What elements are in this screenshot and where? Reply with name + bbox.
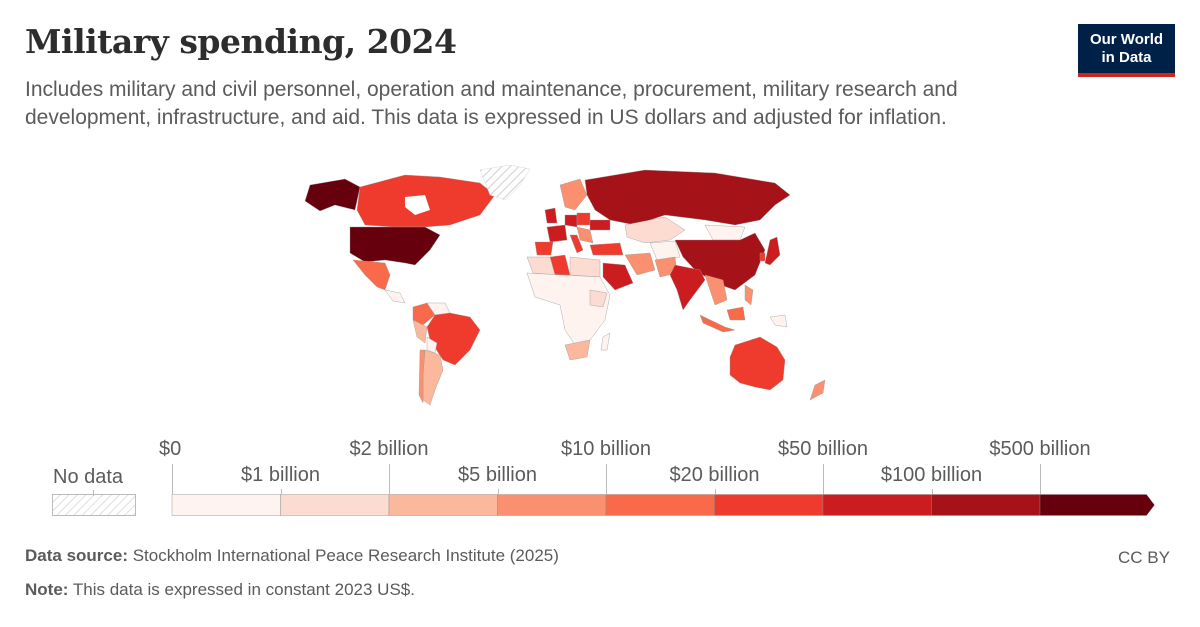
region-ethiopia[interactable]	[589, 289, 608, 308]
region-new-zealand[interactable]	[809, 379, 826, 401]
data-source: Data source: Stockholm International Pea…	[25, 546, 559, 566]
chart-title: Military spending, 2024	[25, 22, 457, 61]
chart-subtitle: Includes military and civil personnel, o…	[25, 78, 958, 129]
note: Note: This data is expressed in constant…	[25, 580, 415, 600]
legend-bin-6[interactable]	[822, 494, 932, 516]
legend-bin-0[interactable]	[171, 494, 281, 516]
tick-mark	[497, 489, 499, 494]
owid-logo[interactable]: Our World in Data	[1078, 24, 1175, 77]
tick-label-upper: $50 billion	[777, 438, 869, 460]
color-bar	[171, 494, 1155, 516]
region-germany[interactable]	[564, 214, 578, 228]
tick-label-upper: $500 billion	[989, 438, 1091, 460]
region-mexico[interactable]	[352, 259, 391, 291]
tick-mark	[931, 489, 933, 494]
legend-bin-5[interactable]	[714, 494, 824, 516]
region-scandinavia[interactable]	[559, 178, 588, 211]
tick-label-lower: $5 billion	[458, 464, 537, 486]
region-brazil[interactable]	[426, 312, 481, 366]
legend-bin-8[interactable]	[1039, 494, 1155, 516]
region-south-korea[interactable]	[759, 252, 766, 262]
no-data-tick	[93, 490, 94, 496]
region-central-america[interactable]	[384, 289, 406, 304]
region-alaska[interactable]	[304, 178, 361, 212]
region-indonesia[interactable]	[699, 314, 736, 333]
region-united-kingdom[interactable]	[544, 207, 558, 224]
region-bolivia[interactable]	[426, 336, 438, 354]
tick-mark	[606, 464, 607, 494]
logo-line-2: in Data	[1101, 49, 1152, 66]
region-papua-new-guinea[interactable]	[769, 314, 788, 328]
region-south-africa[interactable]	[564, 339, 591, 361]
no-data-label: No data	[53, 466, 124, 488]
tick-label-lower: $100 billion	[880, 464, 983, 486]
region-australia[interactable]	[729, 336, 786, 391]
no-data-swatch	[52, 494, 136, 516]
region-borneo[interactable]	[726, 306, 746, 321]
note-text: This data is expressed in constant 2023 …	[72, 580, 415, 599]
region-saudi-arabia[interactable]	[602, 262, 634, 291]
region-colombia[interactable]	[412, 302, 436, 326]
region-china[interactable]	[674, 232, 766, 291]
region-france[interactable]	[546, 224, 568, 243]
region-india[interactable]	[669, 264, 706, 311]
tick-mark	[172, 464, 173, 494]
region-turkey[interactable]	[589, 242, 624, 256]
legend-bin-2[interactable]	[388, 494, 498, 516]
tick-mark	[389, 464, 390, 494]
region-spain[interactable]	[534, 241, 554, 256]
legend-bin-4[interactable]	[605, 494, 715, 516]
tick-mark	[714, 489, 716, 494]
tick-label-lower: $20 billion	[669, 464, 760, 486]
region-argentina[interactable]	[422, 349, 444, 406]
data-source-text[interactable]: Stockholm International Peace Research I…	[132, 546, 559, 565]
region-iran[interactable]	[624, 252, 656, 276]
tick-label-lower: $1 billion	[241, 464, 320, 486]
color-legend: No data	[0, 430, 1200, 525]
data-source-label: Data source:	[25, 546, 128, 565]
tick-label-upper: $0	[159, 438, 182, 460]
region-chile[interactable]	[418, 349, 426, 404]
tick-label-upper: $2 billion	[349, 438, 429, 460]
legend-bin-3[interactable]	[497, 494, 607, 516]
region-southeast-asia[interactable]	[704, 274, 728, 306]
world-map[interactable]	[265, 165, 895, 430]
region-italy[interactable]	[569, 234, 584, 254]
region-greenland[interactable]	[479, 165, 531, 201]
license-link[interactable]: CC BY	[1118, 548, 1170, 567]
region-mongolia[interactable]	[704, 224, 746, 241]
region-japan[interactable]	[764, 236, 781, 266]
region-sub-saharan-africa[interactable]	[526, 272, 611, 346]
tick-mark	[823, 464, 824, 494]
region-egypt-libya[interactable]	[569, 256, 601, 278]
note-label: Note:	[25, 580, 69, 599]
logo-line-1: Our World	[1089, 31, 1164, 48]
legend-bin-7[interactable]	[931, 494, 1041, 516]
region-kazakhstan[interactable]	[624, 216, 686, 244]
region-peru[interactable]	[412, 319, 428, 344]
region-poland[interactable]	[576, 212, 591, 226]
region-ukraine[interactable]	[589, 219, 611, 231]
region-philippines[interactable]	[744, 284, 754, 306]
tick-mark	[280, 489, 282, 494]
legend-bin-1[interactable]	[280, 494, 390, 516]
region-north-africa[interactable]	[526, 256, 556, 276]
region-russia[interactable]	[584, 169, 791, 226]
region-madagascar[interactable]	[600, 332, 611, 351]
region-united-states[interactable]	[349, 226, 441, 266]
region-eastern-europe[interactable]	[576, 226, 594, 244]
region-central-asia[interactable]	[649, 240, 681, 261]
tick-label-upper: $10 billion	[560, 438, 652, 460]
region-hudson-bay	[405, 195, 430, 215]
tick-mark	[1040, 464, 1041, 494]
